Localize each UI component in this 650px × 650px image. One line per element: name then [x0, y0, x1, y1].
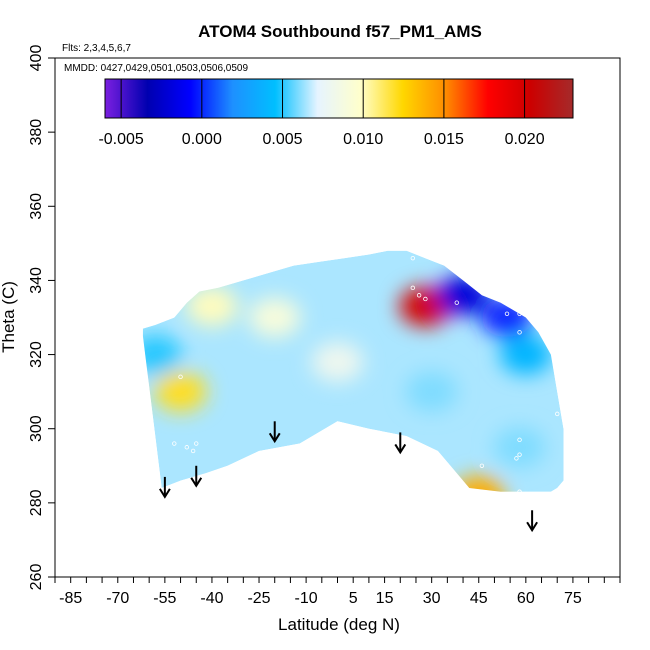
- x-tick-label: 15: [376, 590, 394, 607]
- arrow-head: [190, 477, 203, 488]
- sample-point: [423, 296, 428, 302]
- x-tick-label: -70: [106, 590, 129, 607]
- sample-point: [190, 448, 196, 454]
- dates-note: MMDD: 0427,0429,0501,0503,0506,0509: [64, 63, 248, 74]
- x-tick-label: -85: [59, 590, 82, 607]
- sample-point: [454, 300, 459, 305]
- colorbar-tick-label: 0.005: [262, 131, 302, 148]
- data-feature: [499, 334, 552, 375]
- x-tick-label: 5: [349, 590, 358, 607]
- sample-point: [517, 489, 522, 494]
- y-tick-label: 400: [28, 45, 45, 72]
- sample-point: [517, 330, 522, 335]
- y-axis: 260 280 300 320 340 360 380 400: [28, 45, 55, 591]
- y-tick-label: 380: [28, 119, 45, 146]
- x-tick-label: -55: [153, 590, 176, 607]
- sample-point: [479, 463, 485, 468]
- sample-point: [523, 311, 529, 316]
- data-field: [142, 250, 564, 492]
- y-tick-label: 340: [28, 267, 45, 294]
- x-tick-label: -40: [200, 590, 223, 607]
- sample-point: [517, 437, 522, 443]
- x-axis-label: Latitude (deg N): [278, 615, 400, 634]
- arrow-head: [159, 488, 171, 499]
- sample-point: [504, 311, 510, 316]
- data-feature: [185, 286, 238, 327]
- data-feature: [248, 297, 301, 338]
- colorbar-tick-label: -0.005: [98, 131, 143, 148]
- data-feature: [405, 371, 458, 412]
- sample-point: [410, 285, 416, 291]
- data-feature: [154, 371, 207, 412]
- plot-layer: [142, 250, 564, 533]
- sample-point: [184, 445, 190, 450]
- arrow-head: [526, 521, 538, 533]
- arrow-head: [268, 432, 281, 444]
- colorbar-tick-label: 0.020: [505, 131, 545, 148]
- colorbar-tick-label: 0.010: [343, 131, 383, 148]
- sample-point: [517, 311, 522, 316]
- sample-point: [410, 255, 416, 261]
- data-feature: [481, 297, 533, 338]
- sample-point: [555, 411, 560, 417]
- data-feature: [437, 275, 490, 316]
- y-axis-label: Theta (C): [0, 281, 18, 353]
- x-tick-label: -10: [295, 590, 318, 607]
- x-tick-label: -25: [247, 590, 270, 607]
- data-feature: [493, 427, 546, 468]
- y-tick-label: 300: [28, 415, 45, 442]
- sample-point: [517, 452, 522, 457]
- data-feature: [142, 334, 182, 375]
- sample-point: [473, 500, 478, 506]
- sample-point: [178, 374, 183, 380]
- y-tick-label: 280: [28, 489, 45, 516]
- x-tick-label: 60: [517, 590, 535, 607]
- y-tick-label: 320: [28, 341, 45, 368]
- arrow-head: [394, 443, 407, 455]
- chart-title: ATOM4 Southbound f57_PM1_AMS: [198, 22, 482, 41]
- data-feature: [452, 475, 505, 492]
- x-axis: -85 -70 -55 -40 -25 -10 5 15 30 45 60 75: [54, 577, 621, 607]
- colorbar-tick-label: 0.015: [424, 131, 464, 148]
- sample-point: [429, 456, 434, 461]
- sample-point: [416, 293, 422, 298]
- x-tick-label: 30: [423, 590, 441, 607]
- data-feature: [311, 341, 364, 382]
- x-tick-label: 45: [470, 590, 488, 607]
- y-tick-label: 360: [28, 193, 45, 220]
- sample-point: [172, 441, 177, 446]
- x-tick-label: 75: [564, 590, 582, 607]
- colorbar: -0.005 0.000 0.005 0.010 0.015 0.020: [98, 78, 574, 148]
- sample-point: [194, 441, 199, 446]
- colorbar-tick-label: 0.000: [182, 131, 222, 148]
- colorbar-bar: [104, 78, 574, 119]
- flights-note: Flts: 2,3,4,5,6,7: [62, 43, 131, 54]
- y-tick-label: 260: [28, 564, 45, 591]
- sample-point: [514, 456, 519, 461]
